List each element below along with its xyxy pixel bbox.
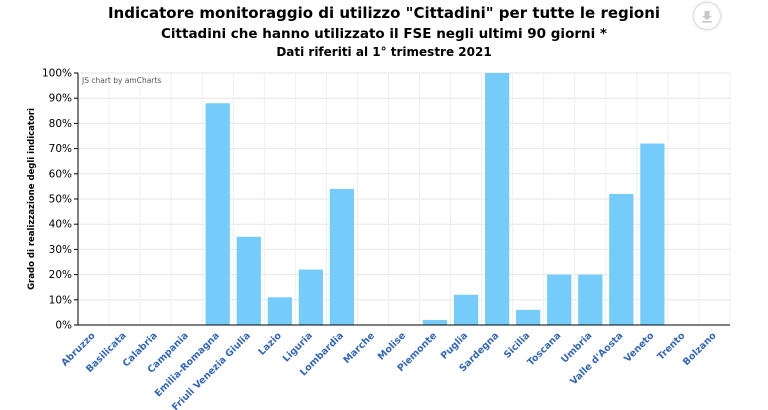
y-tick-labels: 0% 10% 20% 30% 40% 50% 60% 70% 80% 90% 100% bbox=[42, 68, 72, 332]
y-tick-label: 100% bbox=[42, 68, 72, 80]
bar[interactable] bbox=[516, 309, 541, 325]
y-tick-label: 50% bbox=[49, 194, 72, 206]
bar[interactable] bbox=[640, 143, 665, 325]
bar[interactable] bbox=[578, 274, 603, 325]
y-tick-label: 40% bbox=[49, 219, 72, 231]
bar[interactable] bbox=[485, 73, 510, 325]
chart-note: Dati riferiti al 1° trimestre 2021 bbox=[276, 45, 492, 59]
x-tick-label: Veneto bbox=[622, 330, 657, 365]
y-tick-label: 0% bbox=[55, 320, 72, 332]
bar[interactable] bbox=[267, 297, 292, 325]
y-tick-label: 10% bbox=[49, 294, 72, 306]
x-tick-label: Marche bbox=[341, 330, 377, 366]
chart-credit: JS chart by amCharts bbox=[81, 76, 161, 85]
chart-subtitle: Cittadini che hanno utilizzato il FSE ne… bbox=[161, 26, 607, 42]
y-tick-label: 90% bbox=[49, 93, 72, 105]
bar[interactable] bbox=[453, 294, 479, 325]
x-tick-labels: AbruzzoBasilicataCalabriaCampaniaEmilia-… bbox=[59, 330, 719, 410]
bar[interactable] bbox=[298, 269, 323, 325]
bars bbox=[205, 73, 665, 326]
y-tick-label: 70% bbox=[49, 143, 72, 155]
y-tick-label: 20% bbox=[49, 269, 72, 281]
x-tick-label: Toscana bbox=[525, 330, 563, 368]
bar[interactable] bbox=[205, 103, 230, 326]
axes bbox=[77, 73, 730, 326]
x-tick-label: Bolzano bbox=[681, 330, 719, 368]
y-tick-label: 80% bbox=[49, 118, 72, 130]
download-button[interactable] bbox=[694, 3, 720, 29]
bar[interactable] bbox=[329, 188, 355, 325]
bar[interactable] bbox=[422, 319, 448, 325]
y-axis-label: Grado di realizzazione degli indicatori bbox=[27, 108, 37, 290]
y-tick-label: 60% bbox=[49, 168, 72, 180]
x-tick-label: Lazio bbox=[257, 330, 285, 358]
download-icon bbox=[702, 11, 712, 23]
bar[interactable] bbox=[236, 236, 261, 325]
bar[interactable] bbox=[609, 193, 634, 325]
x-tick-label: Sicilia bbox=[502, 330, 532, 360]
bar[interactable] bbox=[547, 274, 572, 325]
y-tick-label: 30% bbox=[49, 244, 72, 256]
chart-title: Indicatore monitoraggio di utilizzo "Cit… bbox=[107, 4, 661, 22]
